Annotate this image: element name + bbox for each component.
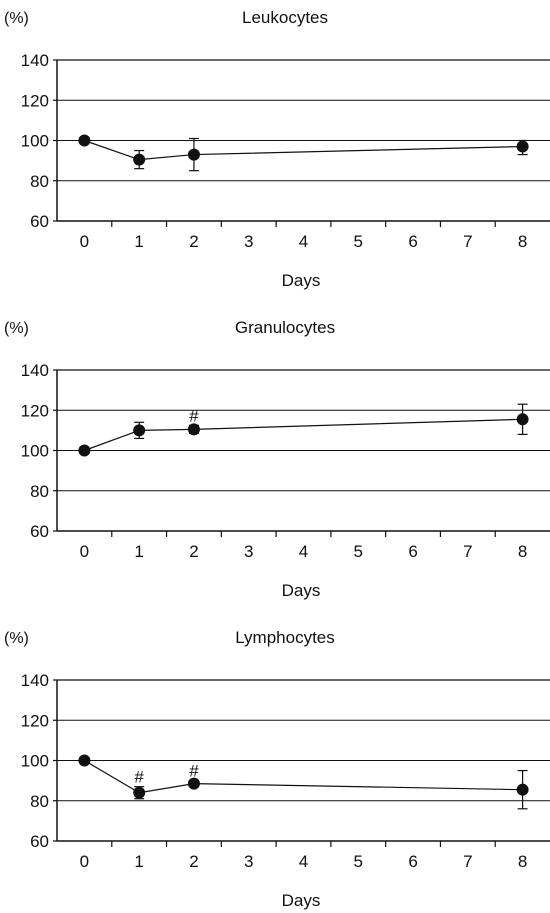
data-point bbox=[133, 424, 146, 437]
data-point bbox=[78, 754, 91, 767]
x-tick-label: 2 bbox=[189, 852, 198, 871]
x-tick-label: 3 bbox=[244, 232, 253, 251]
significance-mark: # bbox=[134, 768, 144, 787]
y-tick-label: 60 bbox=[30, 522, 49, 541]
x-tick-label: 7 bbox=[463, 852, 472, 871]
x-tick-label: 0 bbox=[80, 852, 89, 871]
x-tick-label: 6 bbox=[408, 852, 417, 871]
y-tick-label: 80 bbox=[30, 172, 49, 191]
x-tick-label: 4 bbox=[299, 542, 308, 561]
data-point bbox=[187, 148, 200, 161]
x-tick-label: 7 bbox=[463, 542, 472, 561]
series-line bbox=[84, 139, 523, 161]
chart-panel-3: (%) Lymphocytes 60 80 100 120 140 0 1 2 3 4 5 6 7 8 Days… bbox=[4, 628, 550, 910]
x-axis-label: Days bbox=[282, 581, 321, 600]
data-point bbox=[187, 423, 200, 436]
chart-title: Granulocytes bbox=[235, 318, 335, 337]
x-axis-label: Days bbox=[282, 271, 321, 290]
y-unit-label: (%) bbox=[4, 630, 29, 647]
y-tick-label: 120 bbox=[21, 711, 49, 730]
x-tick-label: 1 bbox=[134, 852, 143, 871]
x-tick-label: 8 bbox=[518, 852, 527, 871]
x-axis-label: Days bbox=[282, 891, 321, 910]
x-tick-label: 1 bbox=[134, 232, 143, 251]
x-tick-label: 0 bbox=[80, 542, 89, 561]
y-tick-label: 140 bbox=[21, 51, 49, 70]
x-tick-label: 5 bbox=[354, 232, 363, 251]
data-point bbox=[78, 444, 91, 457]
series-line bbox=[84, 418, 523, 452]
chart-title: Leukocytes bbox=[242, 8, 328, 27]
data-point bbox=[133, 786, 146, 799]
series-line bbox=[84, 759, 523, 794]
y-tick-label: 140 bbox=[21, 671, 49, 690]
data-point bbox=[187, 777, 200, 790]
y-tick-label: 120 bbox=[21, 401, 49, 420]
chart-panel-1: (%) Leukocytes 60 80 100 120 140 0 1 2 3 4 5 6 7 8 Days bbox=[4, 8, 550, 290]
y-tick-label: 100 bbox=[21, 752, 49, 771]
y-tick-label: 60 bbox=[30, 212, 49, 231]
data-point bbox=[133, 153, 146, 166]
x-tick-label: 8 bbox=[518, 542, 527, 561]
data-point bbox=[516, 413, 529, 426]
x-tick-label: 0 bbox=[80, 232, 89, 251]
y-tick-label: 100 bbox=[21, 442, 49, 461]
y-unit-label: (%) bbox=[4, 320, 29, 337]
chart-title: Lymphocytes bbox=[235, 628, 335, 647]
x-tick-label: 7 bbox=[463, 232, 472, 251]
x-tick-label: 5 bbox=[354, 852, 363, 871]
y-tick-label: 60 bbox=[30, 832, 49, 851]
x-tick-label: 2 bbox=[189, 232, 198, 251]
y-tick-label: 80 bbox=[30, 482, 49, 501]
x-tick-label: 2 bbox=[189, 542, 198, 561]
x-tick-label: 6 bbox=[408, 232, 417, 251]
data-point bbox=[516, 783, 529, 796]
y-unit-label: (%) bbox=[4, 10, 29, 27]
y-tick-label: 140 bbox=[21, 361, 49, 380]
data-point bbox=[78, 134, 91, 147]
x-tick-label: 4 bbox=[299, 232, 308, 251]
x-tick-label: 6 bbox=[408, 542, 417, 561]
y-tick-label: 100 bbox=[21, 132, 49, 151]
significance-mark: # bbox=[189, 406, 199, 425]
y-tick-label: 80 bbox=[30, 792, 49, 811]
x-tick-label: 5 bbox=[354, 542, 363, 561]
x-tick-label: 4 bbox=[299, 852, 308, 871]
data-point bbox=[516, 140, 529, 153]
x-tick-label: 8 bbox=[518, 232, 527, 251]
x-tick-label: 3 bbox=[244, 542, 253, 561]
significance-mark: # bbox=[189, 762, 199, 781]
chart-panel-2: (%) Granulocytes 60 80 100 120 140 0 1 2 3 4 5 6 7 8 Day… bbox=[4, 318, 550, 600]
y-tick-label: 120 bbox=[21, 91, 49, 110]
x-tick-label: 1 bbox=[134, 542, 143, 561]
x-tick-label: 3 bbox=[244, 852, 253, 871]
